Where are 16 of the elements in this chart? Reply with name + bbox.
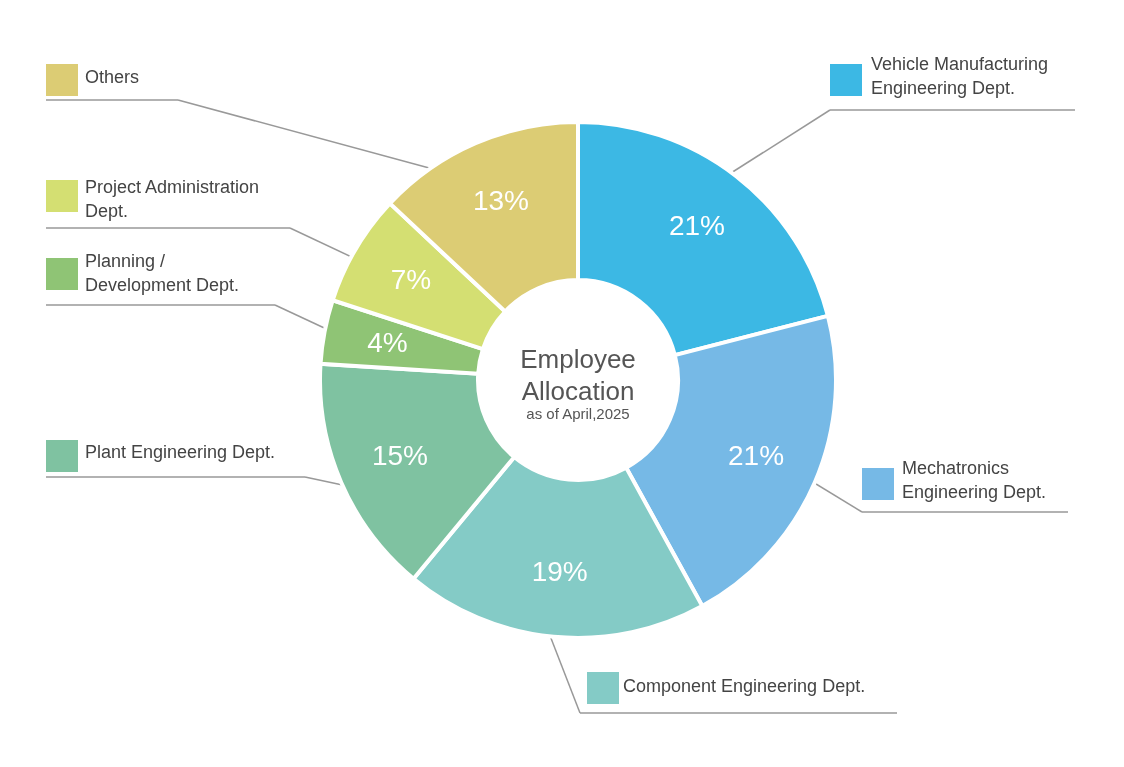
text: as of April,2025 (526, 405, 630, 422)
data-label: 4% (367, 326, 408, 358)
data-label: 7% (390, 264, 432, 296)
data-label: 21% (668, 209, 725, 241)
legend-label: Vehicle Manufacturing Engineering Dept. (871, 54, 1049, 98)
legend-label: Mechatronics Engineering Dept. (902, 458, 1047, 502)
legend-label: Others (85, 67, 140, 87)
text: Employee Allocation (520, 344, 636, 406)
data-label: 21% (728, 440, 785, 472)
data-label: 13% (472, 184, 529, 216)
legend-label: Planning / Development Dept. (85, 251, 240, 295)
data-label: 19% (531, 556, 588, 588)
legend-label: Plant Engineering Dept. (85, 442, 276, 462)
legend-label: Project Administration Dept. (85, 177, 260, 221)
data-label: 15% (371, 440, 428, 472)
legend-label: Component Engineering Dept. (623, 676, 866, 696)
